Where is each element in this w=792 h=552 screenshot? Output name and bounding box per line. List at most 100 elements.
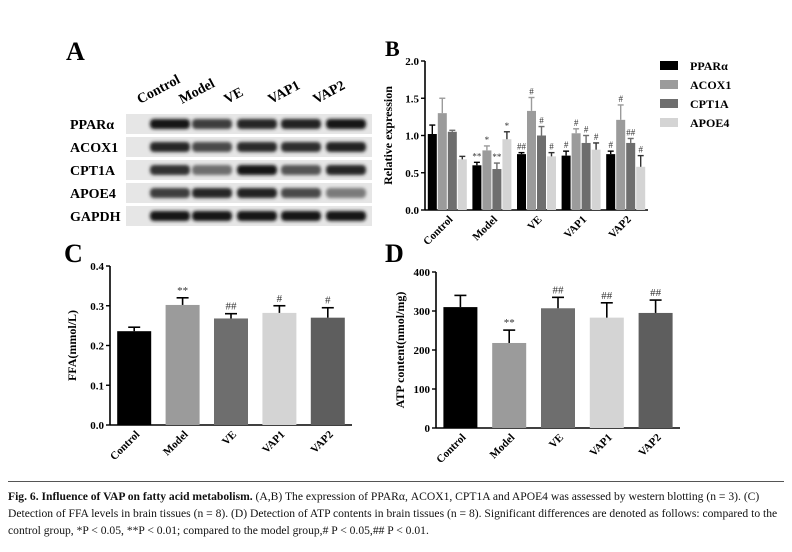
significance-mark: # bbox=[549, 142, 554, 152]
y-tick-label: 1.0 bbox=[405, 131, 419, 143]
bar bbox=[214, 318, 248, 425]
blot-lane-label: VE bbox=[222, 85, 246, 107]
blot-lane-label: Model bbox=[177, 76, 218, 107]
significance-mark: # bbox=[594, 132, 599, 142]
bar bbox=[547, 156, 556, 210]
x-tick-label: VAP1 bbox=[562, 214, 589, 241]
significance-mark: ## bbox=[226, 301, 238, 313]
legend-label: APOE4 bbox=[690, 116, 729, 130]
significance-mark: * bbox=[505, 121, 510, 131]
bar bbox=[443, 307, 478, 428]
blot-band bbox=[150, 188, 190, 198]
bar bbox=[447, 131, 457, 210]
legend-swatch bbox=[660, 80, 678, 89]
bar bbox=[606, 154, 616, 210]
significance-mark: ## bbox=[517, 142, 527, 152]
significance-mark: # bbox=[325, 295, 331, 307]
x-tick-label: VE bbox=[525, 214, 544, 233]
bar bbox=[427, 134, 437, 210]
significance-mark: ## bbox=[650, 287, 662, 299]
blot-rows: PPARα ACOX1 CPT1A APOE4 GAPDH bbox=[70, 114, 372, 226]
significance-mark: # bbox=[638, 145, 643, 155]
blot-row-label: GAPDH bbox=[70, 210, 121, 225]
y-tick-label: 2.0 bbox=[405, 56, 419, 68]
blot-band bbox=[237, 165, 277, 175]
blot-band bbox=[237, 119, 277, 129]
y-tick-label: 0.0 bbox=[405, 205, 419, 217]
significance-mark: ## bbox=[601, 290, 613, 302]
significance-mark: # bbox=[618, 94, 623, 104]
y-tick-label: 1.5 bbox=[405, 93, 419, 105]
bar bbox=[638, 312, 673, 428]
y-axis-title: Relative expression bbox=[381, 86, 395, 185]
bar bbox=[262, 312, 297, 425]
significance-mark: # bbox=[608, 140, 613, 150]
significance-mark: # bbox=[574, 118, 579, 128]
chart-d: 0 100 200 300 400 ATP content(nmol/mg) Control… bbox=[393, 267, 680, 466]
bar bbox=[482, 150, 492, 210]
bar bbox=[472, 165, 482, 210]
x-tick-label: Model bbox=[470, 214, 500, 244]
x-tick-label: VAP2 bbox=[636, 431, 664, 459]
bar bbox=[626, 142, 636, 210]
caption-rule bbox=[8, 481, 784, 482]
significance-mark: ** bbox=[472, 151, 482, 161]
bar bbox=[537, 135, 546, 210]
blot-band bbox=[281, 188, 321, 198]
bar bbox=[589, 317, 624, 428]
bar bbox=[457, 159, 467, 210]
bar bbox=[591, 149, 601, 210]
panel-letter-d: D bbox=[385, 239, 404, 268]
bar bbox=[502, 139, 512, 210]
x-tick-label: VAP2 bbox=[606, 213, 634, 241]
blot-band bbox=[237, 142, 277, 152]
x-tick-label: Control bbox=[421, 214, 455, 248]
y-tick-label: 0.1 bbox=[90, 380, 104, 392]
significance-mark: ** bbox=[492, 152, 502, 162]
blot-lane-label: Control bbox=[135, 72, 183, 107]
caption-text: (A,B) The expression of PPARα, ACOX1, CP… bbox=[8, 490, 778, 537]
y-tick-label: 0.2 bbox=[90, 341, 104, 353]
panel-letter-b: B bbox=[385, 36, 400, 61]
significance-mark: ## bbox=[553, 284, 565, 296]
blot-lane-label: VAP2 bbox=[311, 78, 348, 107]
y-tick-label: 100 bbox=[414, 384, 431, 396]
legend-swatch bbox=[660, 118, 678, 127]
y-tick-label: 200 bbox=[414, 345, 431, 357]
x-tick-label: Model bbox=[161, 429, 191, 459]
legend-label: ACOX1 bbox=[690, 78, 731, 92]
x-tick-label: VAP1 bbox=[588, 432, 615, 459]
blot-lane-label: VAP1 bbox=[266, 78, 303, 107]
significance-mark: # bbox=[529, 87, 534, 97]
blot-band bbox=[281, 142, 321, 152]
legend-swatch bbox=[660, 99, 678, 108]
legend-label: CPT1A bbox=[690, 97, 729, 111]
significance-mark: ## bbox=[626, 127, 636, 137]
legend-label: PPARα bbox=[690, 59, 728, 73]
bar bbox=[437, 113, 447, 210]
blot-band bbox=[192, 119, 232, 129]
significance-mark: * bbox=[485, 135, 490, 145]
bar bbox=[571, 133, 581, 210]
blot-band bbox=[281, 211, 321, 221]
blot-band bbox=[326, 188, 366, 198]
blot-band bbox=[281, 165, 321, 175]
bar bbox=[310, 317, 345, 425]
significance-mark: # bbox=[539, 116, 544, 126]
blot-band bbox=[281, 119, 321, 129]
y-tick-label: 0.3 bbox=[90, 301, 104, 313]
y-tick-label: 0.5 bbox=[405, 168, 419, 180]
y-tick-label: 400 bbox=[414, 267, 431, 279]
blot-band bbox=[326, 119, 366, 129]
blot-row-label: ACOX1 bbox=[70, 141, 118, 156]
blot-row-label: PPARα bbox=[70, 118, 114, 133]
y-tick-label: 300 bbox=[414, 306, 431, 318]
x-tick-label: VAP2 bbox=[309, 428, 337, 456]
legend-swatch bbox=[660, 61, 678, 70]
blot-row-label: APOE4 bbox=[70, 187, 116, 202]
blot-band bbox=[150, 165, 190, 175]
y-tick-label: 0.4 bbox=[90, 261, 104, 273]
